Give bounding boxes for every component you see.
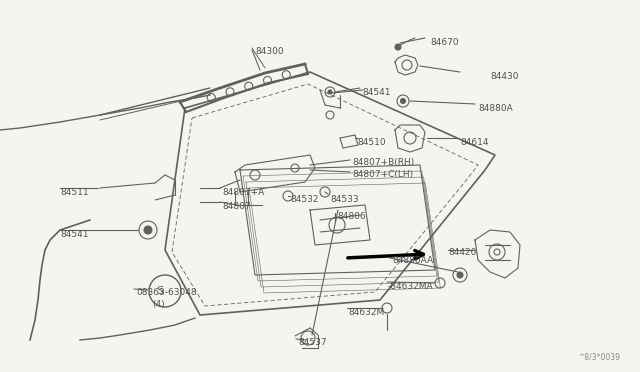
Text: 84532: 84532 [290, 195, 319, 204]
Text: 84632M: 84632M [348, 308, 384, 317]
Text: 84807+C(LH): 84807+C(LH) [352, 170, 413, 179]
Text: 84807+A: 84807+A [222, 188, 264, 197]
Text: 84300: 84300 [255, 47, 284, 56]
Circle shape [395, 44, 401, 50]
Text: 08363-63048: 08363-63048 [136, 288, 196, 297]
Circle shape [328, 90, 332, 94]
Text: 84541: 84541 [60, 230, 88, 239]
Circle shape [401, 99, 406, 103]
Text: -84632MA: -84632MA [388, 282, 434, 291]
Text: 84430: 84430 [490, 72, 518, 81]
Text: 84614: 84614 [460, 138, 488, 147]
Text: (4): (4) [152, 300, 164, 309]
Text: S: S [156, 286, 164, 296]
Text: 84533: 84533 [330, 195, 358, 204]
Text: 84880A: 84880A [478, 104, 513, 113]
Text: 84541: 84541 [362, 88, 390, 97]
Circle shape [457, 272, 463, 278]
Text: 84510: 84510 [357, 138, 386, 147]
Text: 84670: 84670 [430, 38, 459, 47]
Text: 84880AA: 84880AA [392, 256, 433, 265]
Text: 84511: 84511 [60, 188, 88, 197]
Text: 84806: 84806 [337, 212, 365, 221]
Text: 84420: 84420 [448, 248, 476, 257]
Circle shape [144, 226, 152, 234]
Text: 84807: 84807 [222, 202, 251, 211]
Text: 84537: 84537 [298, 338, 326, 347]
Text: ^8/3*0039: ^8/3*0039 [578, 353, 620, 362]
Text: 84807+B(RH): 84807+B(RH) [352, 158, 414, 167]
